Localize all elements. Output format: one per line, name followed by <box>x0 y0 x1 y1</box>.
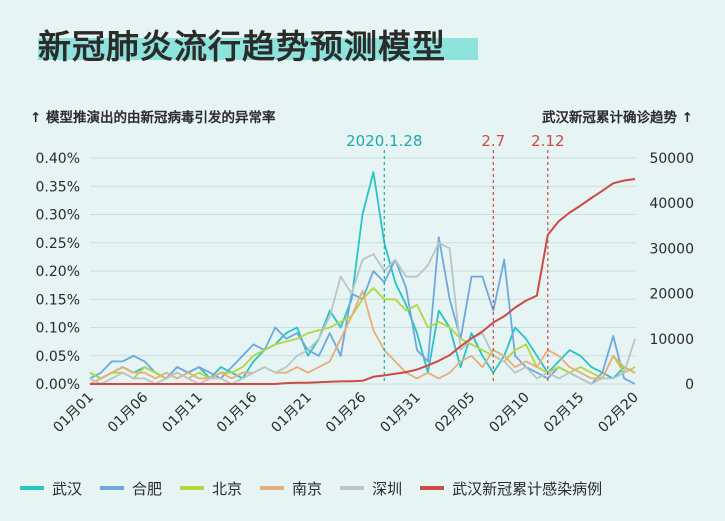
legend-swatch <box>260 486 285 490</box>
legend-label: 合肥 <box>132 479 163 498</box>
y-right-tick-label: 40000 <box>649 196 694 212</box>
legend-swatch <box>420 486 445 490</box>
legend-item: 深圳 <box>340 478 402 499</box>
y-left-tick-label: 0.05% <box>36 349 80 365</box>
x-tick-label: 02月15 <box>541 390 587 436</box>
y-right-tick-label: 50000 <box>649 151 694 167</box>
x-tick-label: 01月16 <box>214 389 260 435</box>
left-axis-note: ↑ 模型推演出的由新冠病毒引发的异常率 <box>30 110 276 126</box>
y-left-tick-label: 0.35% <box>36 179 80 195</box>
right-axis-note: 武汉新冠累计确诊趋势 ↑ <box>541 110 693 126</box>
y-left-tick-label: 0.20% <box>36 264 80 280</box>
x-tick-label: 01月06 <box>105 389 151 435</box>
y-right-tick-label: 0 <box>685 377 694 393</box>
x-tick-label: 01月01 <box>50 390 96 436</box>
line-chart: 0.00% 0.05% 0.10% 0.15% 0.20% 0.25% 0.30% 0.35%… <box>36 132 694 436</box>
x-tick-label: 02月10 <box>486 390 532 436</box>
annotation-label: 2020.1.28 <box>346 132 422 150</box>
x-tick-label: 01月26 <box>323 389 369 435</box>
legend-item: 合肥 <box>100 478 162 499</box>
legend-item: 北京 <box>180 478 242 499</box>
legend-label: 武汉新冠累计感染病例 <box>452 479 603 498</box>
series-line <box>89 286 636 380</box>
legend-label: 北京 <box>212 479 243 498</box>
y-right-tick-label: 10000 <box>649 332 694 348</box>
legend-label: 南京 <box>292 479 323 498</box>
x-tick-label: 01月11 <box>159 390 205 436</box>
legend-swatch <box>180 486 205 490</box>
x-tick-label: 01月31 <box>377 390 423 436</box>
legend-swatch <box>340 486 365 490</box>
legend: 武汉 合肥 北京 南京 深圳 武汉新冠累计感染病例 <box>20 476 710 500</box>
title-highlight <box>38 38 478 60</box>
x-tick-label: 02月05 <box>432 390 478 436</box>
legend-label: 武汉 <box>52 479 83 498</box>
x-tick-label: 02月20 <box>595 390 641 436</box>
y-left-tick-label: 0.15% <box>36 292 80 308</box>
annotation-label: 2.12 <box>531 132 564 150</box>
legend-item: 武汉新冠累计感染病例 <box>420 478 602 499</box>
x-tick-label: 01月21 <box>268 390 314 436</box>
y-left-tick-label: 0.40% <box>36 151 80 167</box>
y-right-tick-label: 20000 <box>649 287 694 303</box>
series-line <box>89 241 636 385</box>
series-line <box>89 171 636 380</box>
annotation-label: 2.7 <box>481 132 505 150</box>
y-left-tick-label: 0.30% <box>36 208 80 224</box>
series-line <box>90 178 636 385</box>
legend-label: 深圳 <box>372 479 403 498</box>
legend-swatch <box>100 486 125 490</box>
legend-item: 武汉 <box>20 478 82 499</box>
page-title: 新冠肺炎流行趋势预测模型 <box>38 27 446 66</box>
series-line <box>89 289 636 385</box>
legend-item: 南京 <box>260 478 322 499</box>
legend-swatch <box>20 486 44 490</box>
y-left-tick-label: 0.00% <box>36 377 80 393</box>
y-right-tick-label: 30000 <box>649 241 694 257</box>
y-left-tick-label: 0.10% <box>36 321 80 337</box>
y-left-tick-label: 0.25% <box>36 236 80 252</box>
